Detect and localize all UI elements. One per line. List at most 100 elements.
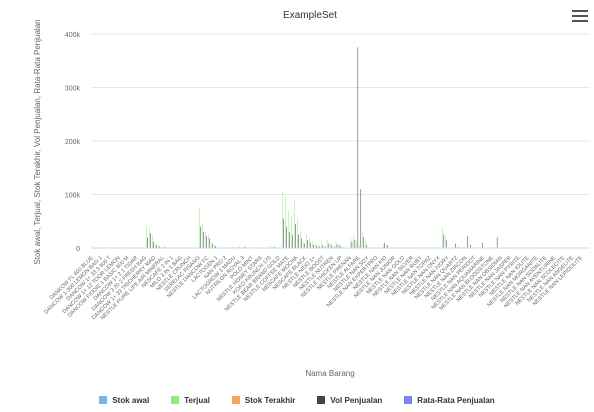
bar-terjual[interactable] bbox=[362, 233, 363, 248]
bar-terjual[interactable] bbox=[386, 244, 387, 248]
bar-stok-awal[interactable] bbox=[92, 246, 93, 248]
chart-menu-button[interactable] bbox=[572, 8, 588, 22]
bar-terjual[interactable] bbox=[273, 246, 275, 248]
bar-vol-penjualan[interactable] bbox=[150, 233, 151, 248]
bar-terjual[interactable] bbox=[294, 199, 295, 248]
bar-terjual[interactable] bbox=[338, 243, 340, 248]
bar-vol-penjualan[interactable] bbox=[310, 242, 311, 248]
bar-vol-penjualan[interactable] bbox=[209, 238, 210, 248]
bar-vol-penjualan[interactable] bbox=[153, 241, 154, 248]
bar-terjual[interactable] bbox=[282, 191, 283, 248]
bar-terjual[interactable] bbox=[303, 241, 304, 248]
bar-vol-penjualan[interactable] bbox=[366, 244, 367, 248]
bar-vol-penjualan[interactable] bbox=[164, 246, 166, 248]
bar-vol-penjualan[interactable] bbox=[319, 246, 320, 248]
bar-vol-penjualan[interactable] bbox=[446, 239, 448, 248]
bar-vol-penjualan[interactable] bbox=[363, 237, 365, 248]
bar-terjual[interactable] bbox=[291, 215, 292, 248]
bar-terjual[interactable] bbox=[285, 197, 286, 248]
bar-terjual[interactable] bbox=[208, 234, 209, 249]
bar-terjual[interactable] bbox=[300, 231, 301, 248]
bar-vol-penjualan[interactable] bbox=[313, 244, 314, 248]
bar-vol-penjualan[interactable] bbox=[203, 231, 204, 248]
bar-vol-penjualan[interactable] bbox=[212, 243, 213, 248]
legend-item[interactable]: Stok awal bbox=[99, 392, 149, 408]
legend-item[interactable]: Terjual bbox=[171, 392, 210, 408]
bar-terjual[interactable] bbox=[163, 246, 165, 248]
bar-vol-penjualan[interactable] bbox=[322, 245, 323, 248]
bar-terjual[interactable] bbox=[205, 231, 206, 248]
bar-terjual[interactable] bbox=[149, 227, 150, 248]
bar-vol-penjualan[interactable] bbox=[316, 245, 317, 248]
bar-vol-penjualan[interactable] bbox=[298, 234, 299, 249]
bar-terjual[interactable] bbox=[309, 238, 310, 248]
bar-vol-penjualan[interactable] bbox=[360, 189, 362, 248]
bar-vol-penjualan[interactable] bbox=[286, 226, 287, 248]
bar-terjual[interactable] bbox=[306, 234, 307, 249]
bar-vol-penjualan[interactable] bbox=[467, 236, 468, 248]
bar-terjual[interactable] bbox=[365, 240, 366, 248]
bar-vol-penjualan[interactable] bbox=[455, 243, 456, 248]
bar-terjual[interactable] bbox=[214, 244, 215, 248]
bar-terjual[interactable] bbox=[154, 243, 156, 248]
bar-terjual[interactable] bbox=[445, 234, 446, 249]
bar-vol-penjualan[interactable] bbox=[274, 246, 276, 248]
bar-terjual[interactable] bbox=[317, 244, 319, 248]
bar-terjual[interactable] bbox=[359, 244, 360, 248]
legend-item[interactable]: Rata-Rata Penjualan bbox=[404, 392, 495, 408]
bar-vol-penjualan[interactable] bbox=[387, 245, 388, 248]
bar-vol-penjualan[interactable] bbox=[470, 244, 471, 248]
bar-vol-penjualan[interactable] bbox=[283, 218, 284, 248]
bar-terjual[interactable] bbox=[237, 246, 239, 248]
bar-terjual[interactable] bbox=[442, 227, 443, 248]
bar-terjual[interactable] bbox=[335, 241, 337, 248]
bar-vol-penjualan[interactable] bbox=[244, 246, 246, 248]
bar-vol-penjualan[interactable] bbox=[336, 244, 338, 248]
bar-vol-penjualan[interactable] bbox=[333, 246, 335, 248]
bar-terjual[interactable] bbox=[297, 218, 298, 248]
bar-vol-penjualan[interactable] bbox=[354, 239, 356, 248]
bar-terjual[interactable] bbox=[315, 243, 316, 248]
bar-vol-penjualan[interactable] bbox=[496, 237, 498, 248]
bar-terjual[interactable] bbox=[350, 238, 352, 248]
bar-terjual[interactable] bbox=[151, 234, 153, 249]
bar-vol-penjualan[interactable] bbox=[482, 242, 483, 248]
bar-vol-penjualan[interactable] bbox=[330, 244, 332, 248]
bar-terjual[interactable] bbox=[211, 241, 212, 248]
bar-vol-penjualan[interactable] bbox=[200, 226, 201, 248]
bar-terjual[interactable] bbox=[157, 245, 159, 248]
bar-vol-penjualan[interactable] bbox=[443, 234, 445, 249]
bar-terjual[interactable] bbox=[288, 210, 289, 248]
legend-item[interactable]: Vol Penjualan bbox=[317, 392, 382, 408]
bar-vol-penjualan[interactable] bbox=[295, 223, 296, 248]
bar-terjual[interactable] bbox=[323, 245, 325, 248]
bar-vol-penjualan[interactable] bbox=[324, 246, 326, 248]
bar-vol-penjualan[interactable] bbox=[215, 245, 216, 248]
bar-terjual[interactable] bbox=[270, 245, 272, 248]
bar-vol-penjualan[interactable] bbox=[147, 237, 148, 248]
legend-item[interactable]: Stok Terakhir bbox=[231, 392, 295, 408]
bar-terjual[interactable] bbox=[199, 207, 200, 249]
bar-vol-penjualan[interactable] bbox=[357, 47, 359, 249]
bar-vol-penjualan[interactable] bbox=[307, 239, 308, 248]
bar-vol-penjualan[interactable] bbox=[384, 242, 385, 248]
bar-vol-penjualan[interactable] bbox=[458, 246, 459, 248]
bar-terjual[interactable] bbox=[202, 223, 203, 248]
bar-terjual[interactable] bbox=[383, 243, 384, 248]
bar-terjual[interactable] bbox=[356, 241, 358, 248]
bar-vol-penjualan[interactable] bbox=[327, 243, 329, 248]
bar-terjual[interactable] bbox=[353, 234, 355, 249]
bar-terjual[interactable] bbox=[332, 245, 334, 248]
bar-vol-penjualan[interactable] bbox=[351, 241, 353, 248]
bar-vol-penjualan[interactable] bbox=[292, 234, 293, 249]
bar-terjual[interactable] bbox=[243, 246, 245, 248]
bar-terjual[interactable] bbox=[341, 246, 343, 248]
bar-terjual[interactable] bbox=[217, 246, 218, 248]
bar-terjual[interactable] bbox=[329, 243, 331, 248]
bar-vol-penjualan[interactable] bbox=[289, 231, 290, 248]
bar-vol-penjualan[interactable] bbox=[304, 243, 305, 248]
bar-terjual[interactable] bbox=[326, 239, 328, 248]
bar-vol-penjualan[interactable] bbox=[156, 244, 157, 248]
bar-vol-penjualan[interactable] bbox=[301, 238, 302, 248]
bar-vol-penjualan[interactable] bbox=[206, 236, 207, 248]
